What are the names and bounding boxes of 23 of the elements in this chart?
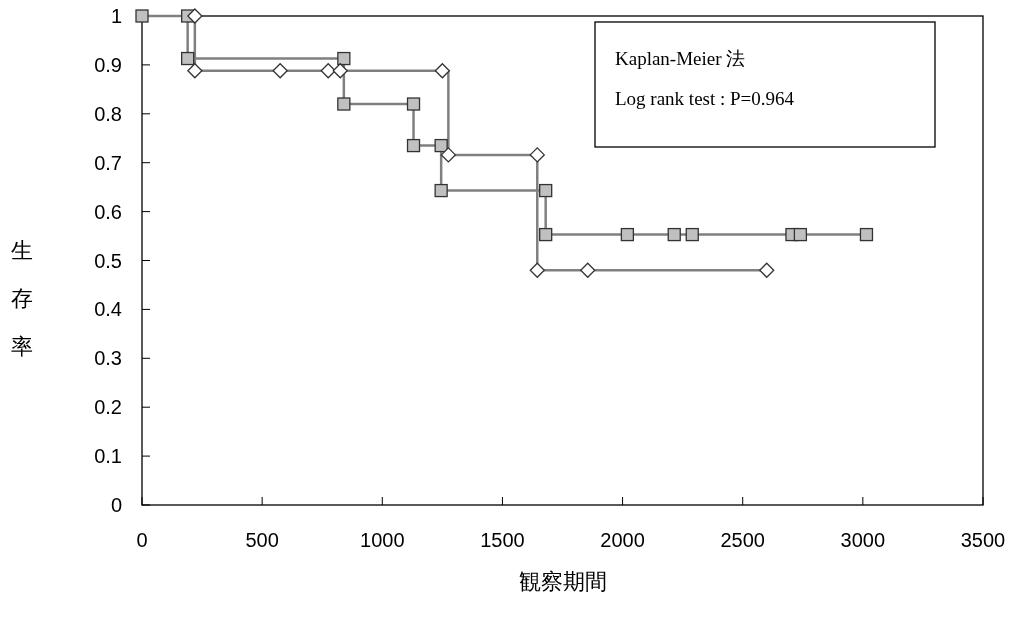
y-tick-label: 1 <box>110 5 122 27</box>
x-tick-label: 3000 <box>840 529 886 551</box>
y-tick-label: 0 <box>110 494 122 516</box>
annotation: Log rank test : P=0.964 <box>615 88 795 109</box>
y-tick-label: 0.4 <box>94 298 122 321</box>
y-tick-label: 0.6 <box>94 200 122 223</box>
annotation: Kaplan-Meier 法 <box>615 48 746 69</box>
y-tick-label: 0.8 <box>94 102 122 125</box>
y-tick-label: 0.7 <box>94 151 122 174</box>
x-tick-label: 3500 <box>960 529 1006 551</box>
y-tick-label: 0.2 <box>94 396 122 419</box>
x-tick-label: 1000 <box>360 529 405 551</box>
y-tick-label: 0.3 <box>94 347 122 370</box>
y-axis-title: 生存率 <box>11 238 33 359</box>
x-tick-label: 2500 <box>720 529 765 551</box>
x-tick-label: 2000 <box>600 529 645 551</box>
y-tick-label: 0.5 <box>94 249 122 272</box>
x-tick-label: 0 <box>136 529 148 551</box>
y-tick-label: 0.1 <box>94 445 122 468</box>
y-tick-label: 0.9 <box>94 53 122 76</box>
x-axis-title: 観察期間 <box>518 569 607 594</box>
x-tick-label: 1500 <box>480 529 525 551</box>
x-tick-label: 500 <box>245 529 279 551</box>
